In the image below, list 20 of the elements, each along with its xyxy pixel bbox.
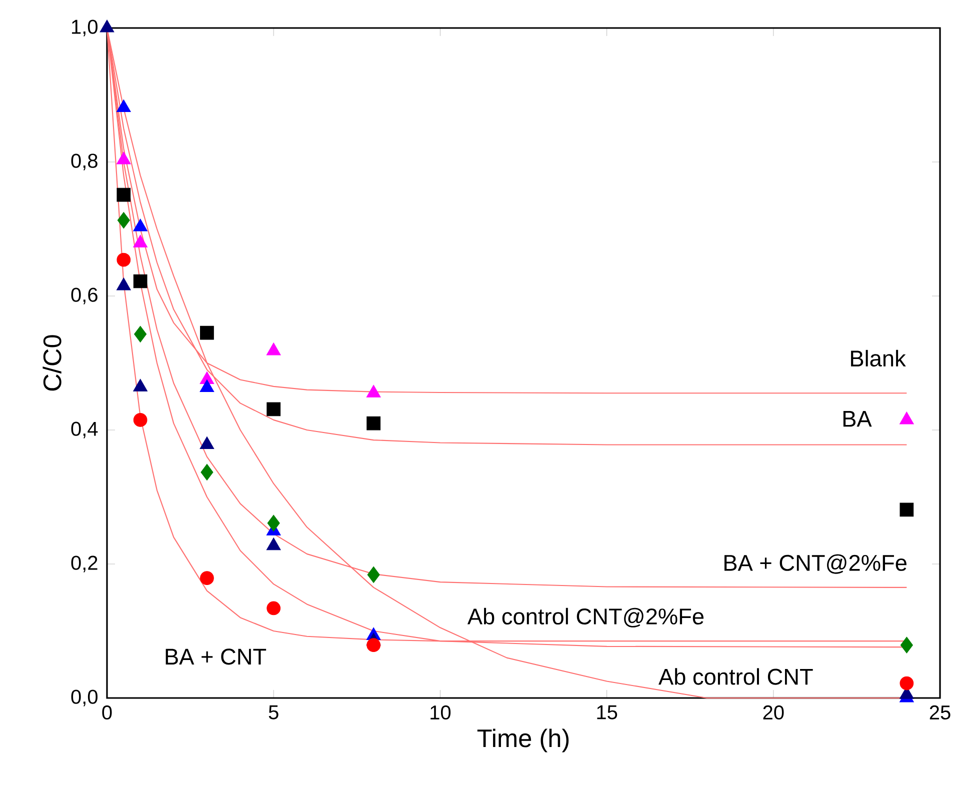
annotation: BA + CNT [166, 648, 266, 665]
annotation: Blank [851, 350, 906, 367]
y-tick-label: 0,6 [71, 288, 98, 304]
x-tick-label: 20 [763, 705, 784, 720]
y-tick-label: 0,0 [71, 690, 98, 706]
annotation: Ab control CNT [658, 668, 813, 685]
x-axis-title: Time (h) [477, 728, 569, 752]
y-tick-label: 0,4 [71, 422, 98, 438]
y-tick-label: 1,0 [72, 20, 98, 36]
y-axis-title: C/C0 [42, 335, 62, 391]
annotation: BA + CNT@2%Fe [724, 554, 906, 574]
x-tick-label: 15 [597, 705, 618, 720]
y-tick-label: 0,2 [71, 556, 98, 572]
annotation: BA [843, 411, 872, 427]
y-tick-label: 0,8 [71, 154, 98, 170]
x-tick-label: 25 [930, 705, 950, 720]
x-tick-label: 0 [102, 705, 112, 720]
x-tick-label: 10 [430, 705, 451, 720]
x-tick-label: 5 [268, 705, 278, 720]
annotation: Ab control CNT@2%Fe [467, 608, 704, 628]
